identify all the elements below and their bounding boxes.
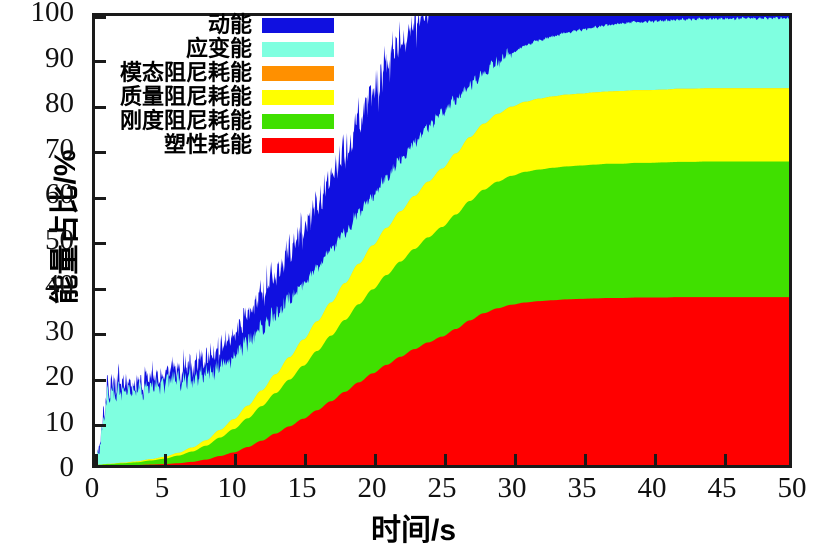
legend-item[interactable]: 刚度阻尼耗能 (110, 110, 334, 132)
x-tick-mark (443, 454, 447, 465)
legend-item-label: 塑性耗能 (163, 132, 252, 157)
x-tick-label: 40 (637, 472, 667, 504)
y-tick-label: 60 (45, 178, 74, 210)
x-tick-label: 0 (84, 472, 100, 504)
legend-item-label: 模态阻尼耗能 (119, 60, 252, 85)
x-tick-label: 45 (707, 472, 737, 504)
legend-color-swatch (262, 113, 334, 129)
y-tick-label: 40 (45, 269, 74, 301)
stacked-area-svg (95, 16, 789, 465)
x-tick-mark (723, 454, 727, 465)
y-axis-tick-labels: 100 90 80 70 60 50 40 30 20 10 0 (0, 0, 84, 483)
x-tick-mark (233, 454, 237, 465)
y-tick-label: 30 (45, 314, 74, 347)
y-tick-mark (95, 105, 106, 109)
legend-color-swatch (262, 65, 334, 81)
y-tick-label: 80 (45, 87, 74, 119)
legend-item-label: 质量阻尼耗能 (119, 84, 252, 109)
y-tick-mark (95, 242, 106, 245)
y-tick-mark (95, 333, 106, 336)
legend-item[interactable]: 质量阻尼耗能 (110, 86, 334, 108)
legend-item[interactable]: 应变能 (110, 38, 334, 60)
y-tick-label: 100 (30, 0, 75, 28)
legend-color-swatch (262, 17, 334, 33)
legend-item[interactable]: 动能 (110, 14, 334, 36)
plot-area (92, 13, 792, 468)
legend-item[interactable]: 模态阻尼耗能 (110, 62, 334, 84)
y-tick-label: 10 (45, 405, 74, 438)
x-tick-label: 15 (287, 472, 317, 504)
y-tick-mark (95, 151, 106, 154)
x-axis-tick-labels: 0 5 10 15 20 25 30 35 40 45 50 (0, 474, 827, 514)
area-band-0 (95, 297, 789, 465)
y-tick-label: 50 (45, 223, 74, 256)
x-tick-mark (583, 454, 587, 465)
x-tick-label: 35 (567, 472, 597, 504)
y-tick-mark (95, 424, 106, 427)
x-tick-label: 30 (497, 472, 527, 504)
x-tick-label: 20 (357, 472, 387, 504)
legend-color-swatch (262, 89, 334, 105)
y-tick-mark (95, 378, 106, 382)
legend-item-label: 应变能 (185, 36, 252, 61)
y-tick-mark (95, 60, 106, 63)
y-tick-mark (95, 196, 106, 200)
y-tick-label: 0 (59, 451, 75, 483)
x-tick-label: 5 (154, 472, 170, 504)
chart-legend: 动能 应变能 模态阻尼耗能 质量阻尼耗能 刚度阻尼耗能 塑性耗能 (110, 14, 334, 156)
x-axis-title: 时间/s (370, 514, 457, 547)
legend-item-label: 刚度阻尼耗能 (119, 108, 252, 133)
x-tick-mark (163, 454, 167, 465)
legend-item-label: 动能 (207, 12, 252, 37)
legend-color-swatch (262, 41, 334, 57)
y-tick-label: 70 (45, 132, 74, 165)
x-tick-mark (373, 454, 377, 465)
x-tick-mark (513, 454, 517, 465)
x-tick-label: 25 (427, 472, 457, 504)
y-tick-label: 90 (45, 41, 74, 74)
x-tick-label: 50 (777, 472, 807, 504)
x-tick-mark (303, 454, 307, 465)
legend-item[interactable]: 塑性耗能 (110, 134, 334, 156)
y-tick-mark (95, 16, 106, 19)
x-tick-label: 10 (217, 472, 247, 504)
y-tick-label: 20 (45, 360, 74, 392)
x-tick-mark (653, 454, 657, 465)
y-tick-mark (95, 287, 106, 291)
x-tick-mark (95, 454, 98, 465)
legend-color-swatch (262, 137, 334, 153)
